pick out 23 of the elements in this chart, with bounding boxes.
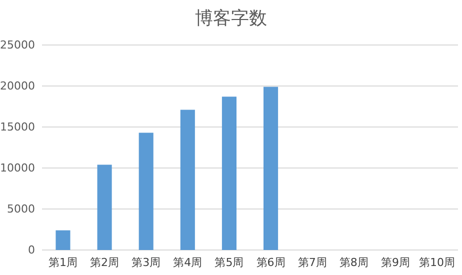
x-tick-label: 第2周 [90,256,120,269]
x-tick-label: 第5周 [214,256,244,269]
bar [56,230,70,250]
chart-title: 博客字数 [195,8,267,29]
bar [97,164,112,250]
x-tick-label: 第3周 [132,256,161,269]
bar [222,96,236,250]
bar [264,86,278,250]
y-tick-label: 5000 [7,202,35,216]
x-tick-label: 第8周 [339,256,368,269]
bar [180,110,195,250]
x-tick-label: 第9周 [380,256,410,269]
bar [138,132,154,250]
x-tick-label: 第7周 [298,256,327,269]
y-tick-label: 15000 [0,120,35,134]
y-tick-label: 10000 [0,162,35,175]
y-tick-label: 20000 [0,80,35,93]
x-tick-label: 第1周 [48,256,78,269]
x-tick-label: 第6周 [256,256,286,269]
x-tick-label: 第10周 [419,256,456,269]
x-tick-label: 第4周 [173,256,202,269]
y-tick-label: 0 [28,244,35,257]
y-tick-label: 25000 [0,38,35,52]
